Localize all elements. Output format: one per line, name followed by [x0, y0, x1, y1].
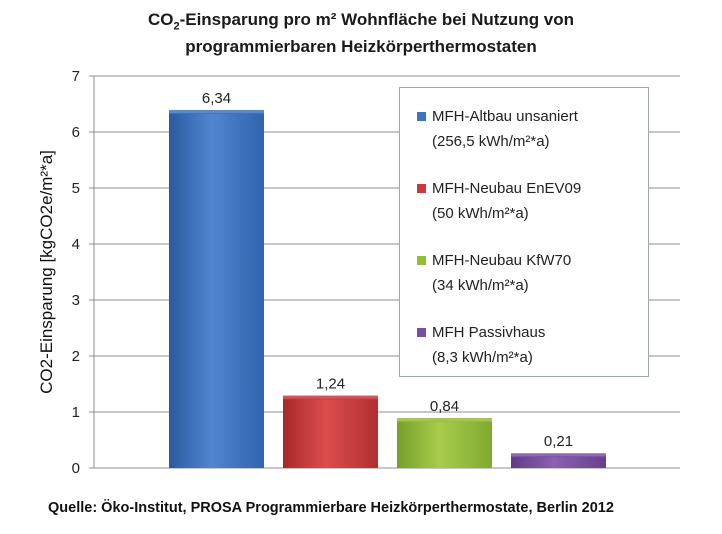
legend-swatch — [417, 328, 426, 337]
bar-2 — [283, 398, 378, 468]
legend-label-line2: (34 kWh/m²*a) — [432, 277, 529, 294]
y-tick-label: 1 — [72, 404, 80, 421]
y-tick-label: 4 — [72, 236, 80, 253]
data-labels: 6,34 1,24 0,84 0,21 — [202, 90, 573, 450]
legend-label-line1: MFH-Neubau EnEV09 — [432, 180, 582, 197]
legend-label: MFH-Neubau KfW70 (34 kWh/m²*a) — [432, 250, 571, 297]
data-label: 0,84 — [430, 398, 459, 415]
source-note: Quelle: Öko-Institut, PROSA Programmierb… — [48, 500, 614, 516]
legend-label-line1: MFH-Altbau unsaniert — [432, 108, 578, 125]
bar-top-2 — [283, 395, 378, 400]
bar-top-1 — [169, 109, 264, 114]
bar-top-4 — [511, 453, 606, 458]
bar-3 — [397, 420, 492, 468]
bar-4 — [511, 456, 606, 468]
legend-label-line1: MFH-Neubau KfW70 — [432, 252, 572, 269]
legend-label: MFH-Neubau EnEV09 (50 kWh/m²*a) — [432, 178, 581, 225]
data-label: 1,24 — [316, 376, 345, 393]
legend-label: MFH Passivhaus (8,3 kWh/m²*a) — [432, 322, 545, 369]
legend-swatch — [417, 184, 426, 193]
legend-swatch — [417, 256, 426, 265]
legend-label-line2: (50 kWh/m²*a) — [432, 205, 529, 222]
legend: MFH-Altbau unsaniert (256,5 kWh/m²*a) MFH-… — [399, 87, 649, 377]
title-subscript: 2 — [173, 20, 180, 33]
legend-label: MFH-Altbau unsaniert (256,5 kWh/m²*a) — [432, 106, 578, 153]
y-tick-label: 3 — [72, 292, 80, 309]
chart-title-line2: programmierbaren Heizkörperthermostaten — [185, 37, 537, 56]
bar-top-3 — [397, 417, 492, 422]
y-tick-label: 5 — [72, 180, 80, 197]
legend-label-line1: MFH Passivhaus — [432, 324, 546, 341]
y-tick-labels: 0 1 2 3 4 5 6 7 — [72, 68, 80, 477]
y-tick-label: 6 — [72, 124, 80, 141]
y-tick-label: 2 — [72, 348, 80, 365]
legend-label-line2: (256,5 kWh/m²*a) — [432, 133, 550, 150]
title-co: CO — [147, 10, 174, 29]
legend-label-line2: (8,3 kWh/m²*a) — [432, 349, 533, 366]
chart-title-line1: CO2-Einsparung pro m² Wohnfläche bei Nut… — [0, 10, 722, 32]
data-label: 0,21 — [544, 433, 573, 450]
bar-1 — [169, 112, 264, 469]
legend-swatch — [417, 112, 426, 121]
y-tick-label: 0 — [72, 460, 80, 477]
bars — [169, 109, 606, 469]
y-axis-label: CO2-Einsparung [kgCO2e/m²*a] — [37, 150, 56, 394]
data-label: 6,34 — [202, 90, 231, 107]
y-tick-label: 7 — [72, 68, 80, 85]
title-rest: -Einsparung pro m² Wohnfläche bei Nutzun… — [179, 10, 575, 29]
